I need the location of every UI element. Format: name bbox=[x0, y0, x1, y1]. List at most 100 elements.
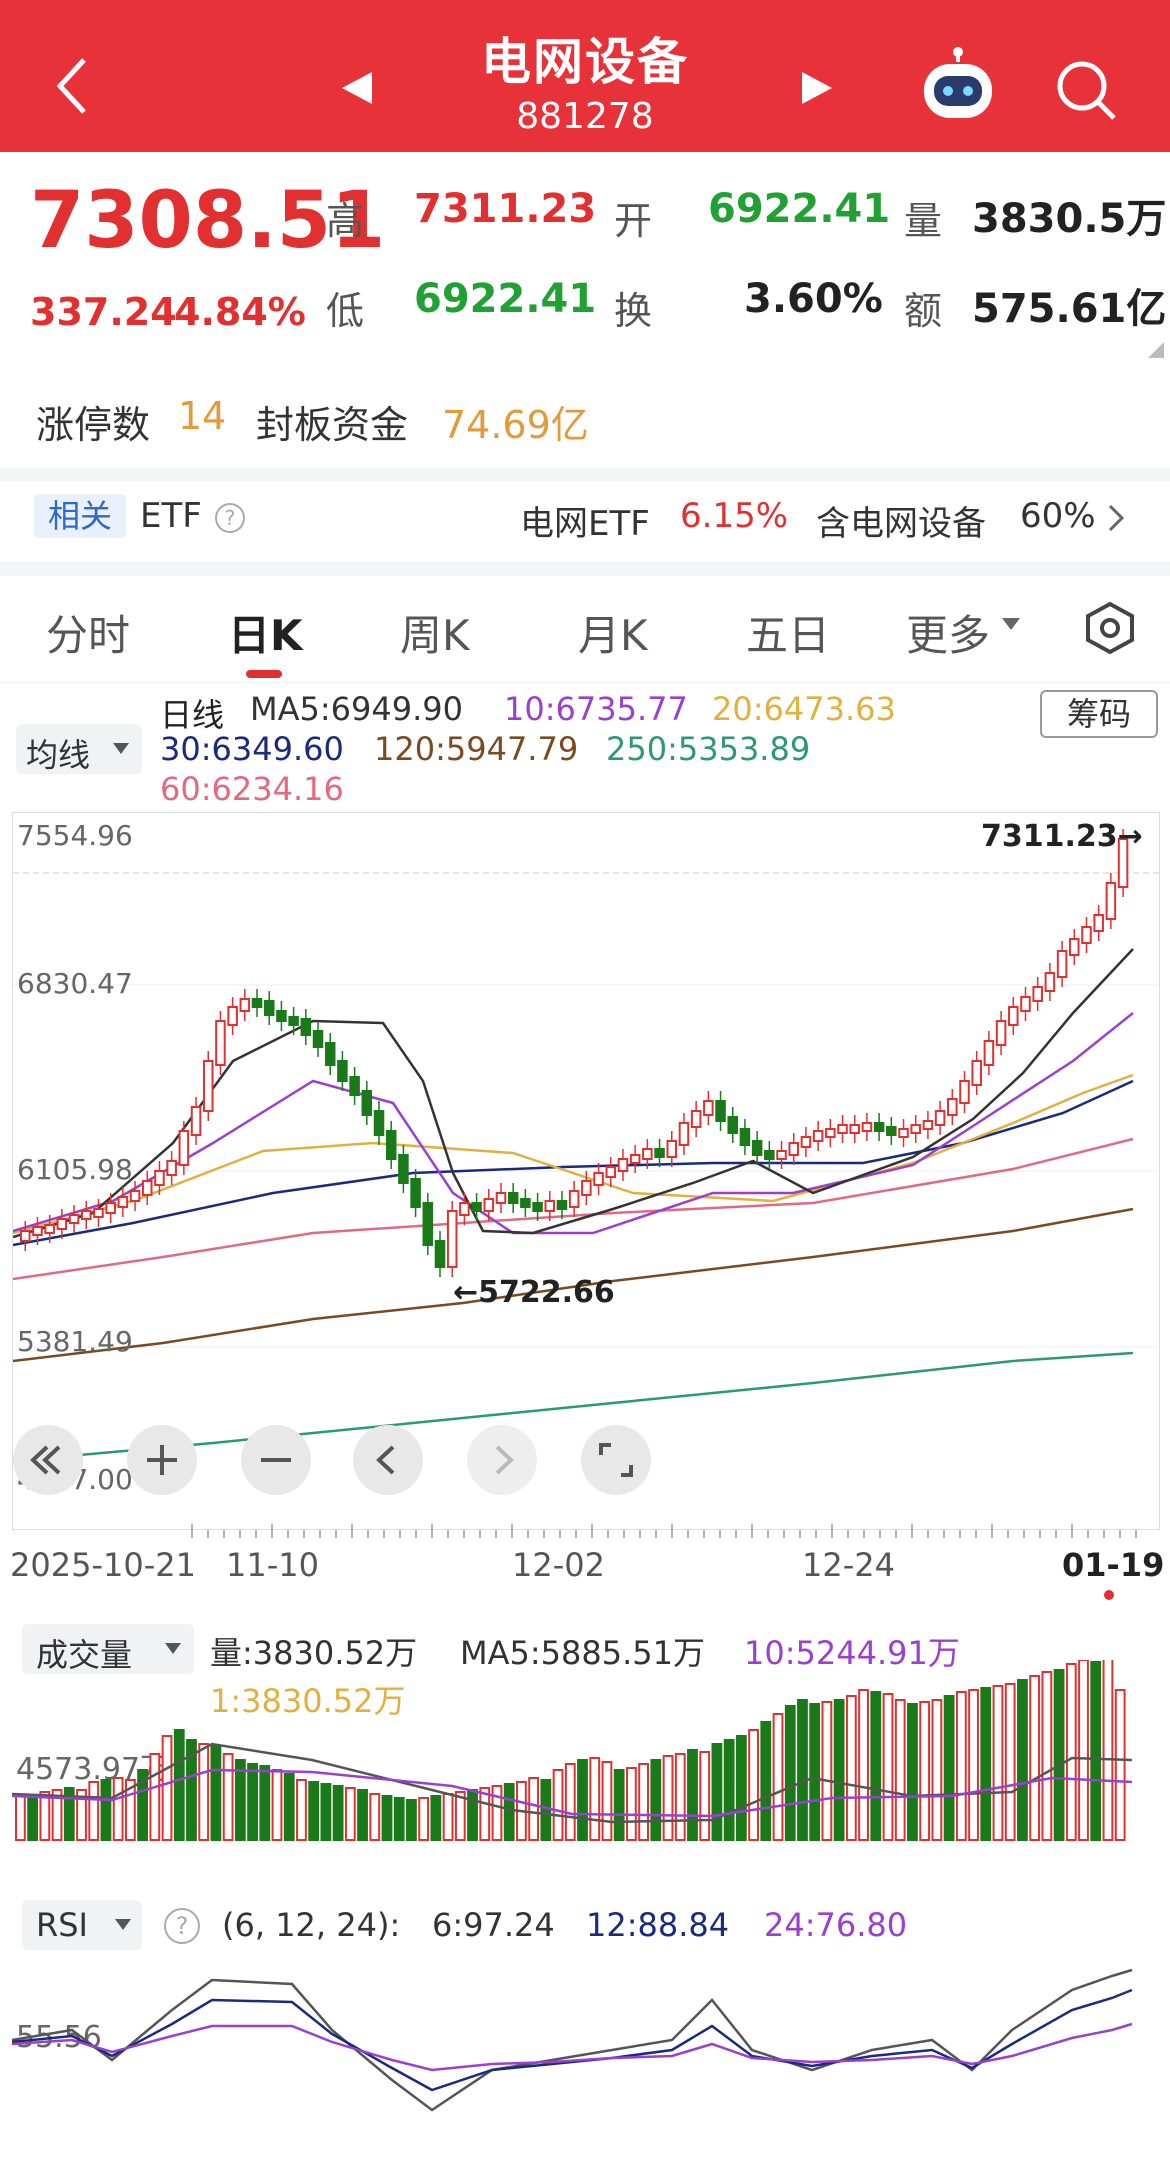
volume-dropdown[interactable]: 成交量 bbox=[22, 1624, 194, 1674]
ma10-value: 10:6735.77 bbox=[504, 690, 688, 728]
volume-bar bbox=[344, 1787, 356, 1841]
current-dot bbox=[1104, 1590, 1114, 1600]
tab-more[interactable]: 更多 bbox=[906, 611, 991, 660]
candle bbox=[788, 1142, 800, 1156]
robot-assistant-icon[interactable] bbox=[918, 46, 998, 126]
candle bbox=[507, 1192, 519, 1204]
candle bbox=[178, 1130, 190, 1166]
help-icon[interactable]: ? bbox=[162, 1906, 202, 1946]
etf-holding-label: 含电网设备 bbox=[816, 504, 986, 544]
rsi24-value: 24:76.80 bbox=[764, 1906, 908, 1944]
tab-monthly-k[interactable]: 月K bbox=[578, 611, 648, 660]
tab-five-day[interactable]: 五日 bbox=[746, 611, 831, 660]
volume-bar bbox=[735, 1735, 747, 1841]
zoom-in-button[interactable] bbox=[127, 1425, 197, 1495]
y-label: 6105.98 bbox=[17, 1153, 133, 1186]
ma250-line bbox=[12, 1351, 1134, 1463]
ma-dropdown-label: 均线 bbox=[26, 736, 91, 774]
rsi-dropdown[interactable]: RSI bbox=[22, 1900, 142, 1950]
etf-name[interactable]: 电网ETF bbox=[520, 504, 650, 544]
expand-corner-icon[interactable] bbox=[1146, 340, 1166, 360]
high-value: 7311.23 bbox=[414, 186, 597, 232]
candle bbox=[837, 1124, 848, 1134]
etf-pct: 6.15% bbox=[680, 496, 789, 536]
y-label: 6830.47 bbox=[17, 967, 133, 1000]
y-label: 7554.96 bbox=[17, 819, 133, 852]
etf-label: ETF bbox=[140, 496, 202, 536]
limit-up-label: 涨停数 bbox=[36, 403, 151, 447]
ma120-value: 120:5947.79 bbox=[374, 730, 579, 768]
candle bbox=[617, 1158, 629, 1172]
volume-bar bbox=[821, 1701, 833, 1841]
volume-ma5: MA5:5885.51万 bbox=[460, 1634, 705, 1672]
candle bbox=[1117, 838, 1129, 888]
candle bbox=[324, 1042, 336, 1066]
candle bbox=[1093, 914, 1104, 932]
volume-bar bbox=[968, 1689, 979, 1841]
related-tag-text: 相关 bbox=[47, 497, 112, 535]
candle bbox=[32, 1226, 43, 1236]
candle bbox=[642, 1148, 653, 1160]
tab-weekly-k[interactable]: 周K bbox=[400, 611, 470, 660]
zoom-out-button[interactable] bbox=[241, 1425, 311, 1495]
candle bbox=[568, 1190, 580, 1208]
volume-bar bbox=[467, 1789, 478, 1841]
x-label: 11-10 bbox=[226, 1546, 319, 1584]
x-label: 2025-10-21 bbox=[10, 1546, 196, 1584]
tab-daily-k[interactable]: 日K bbox=[228, 611, 303, 660]
candle bbox=[995, 1020, 1007, 1046]
ma20-line bbox=[12, 1073, 1134, 1235]
candle bbox=[263, 1000, 275, 1016]
scroll-left-button[interactable] bbox=[353, 1425, 423, 1495]
candle bbox=[361, 1090, 373, 1116]
back-icon[interactable] bbox=[52, 56, 92, 116]
candle bbox=[337, 1060, 348, 1082]
rsi6-line bbox=[12, 1968, 1133, 2112]
volume-bar bbox=[430, 1795, 442, 1841]
prev-arrow-icon[interactable] bbox=[338, 68, 378, 108]
price-change: 337.24 bbox=[30, 290, 177, 334]
candle bbox=[800, 1136, 812, 1148]
volume-bar bbox=[577, 1759, 588, 1841]
volume-bar bbox=[809, 1703, 821, 1841]
ma-dropdown[interactable]: 均线 bbox=[16, 724, 142, 774]
volume-bar bbox=[931, 1699, 943, 1841]
volume-bar bbox=[528, 1777, 540, 1841]
turnover-label: 换 bbox=[614, 289, 653, 333]
divider bbox=[0, 468, 1170, 482]
fullscreen-button[interactable] bbox=[581, 1425, 651, 1495]
volume-ma5-line bbox=[12, 1742, 1133, 1824]
next-arrow-icon[interactable] bbox=[796, 68, 836, 108]
volume-bar bbox=[723, 1739, 735, 1841]
caret-down-icon bbox=[113, 743, 129, 754]
fast-back-button[interactable] bbox=[13, 1425, 83, 1495]
volume-bar bbox=[662, 1755, 674, 1841]
help-icon[interactable]: ? bbox=[214, 502, 246, 534]
volume-bar bbox=[63, 1787, 75, 1841]
candle bbox=[532, 1202, 543, 1212]
volume-bar bbox=[76, 1789, 87, 1841]
chip-button[interactable]: 筹码 bbox=[1040, 690, 1158, 738]
candle bbox=[983, 1040, 995, 1066]
volume-chart[interactable] bbox=[12, 1660, 1158, 1860]
volume-bar bbox=[833, 1699, 845, 1841]
low-marker: ←5722.66 bbox=[453, 1275, 615, 1310]
caret-down-icon bbox=[1002, 618, 1020, 630]
candle bbox=[80, 1210, 92, 1220]
candle bbox=[1020, 996, 1031, 1012]
candle bbox=[227, 1006, 238, 1026]
candle bbox=[1081, 926, 1092, 944]
settings-hexagon-icon[interactable] bbox=[1082, 600, 1138, 656]
rsi-chart[interactable] bbox=[12, 1950, 1158, 2150]
candle bbox=[605, 1166, 617, 1178]
chevron-right-icon[interactable] bbox=[1104, 502, 1128, 534]
volume-bar bbox=[1102, 1660, 1114, 1841]
candle bbox=[1069, 938, 1080, 956]
volume-bar bbox=[1029, 1675, 1041, 1841]
search-icon[interactable] bbox=[1054, 58, 1118, 122]
kline-chart[interactable]: 7554.96 6830.47 6105.98 5381.49 4657.00 … bbox=[12, 812, 1160, 1530]
volume-bar bbox=[39, 1791, 51, 1841]
tab-intraday[interactable]: 分时 bbox=[46, 611, 131, 660]
volume-bar bbox=[748, 1729, 759, 1841]
scroll-right-button[interactable] bbox=[467, 1425, 537, 1495]
